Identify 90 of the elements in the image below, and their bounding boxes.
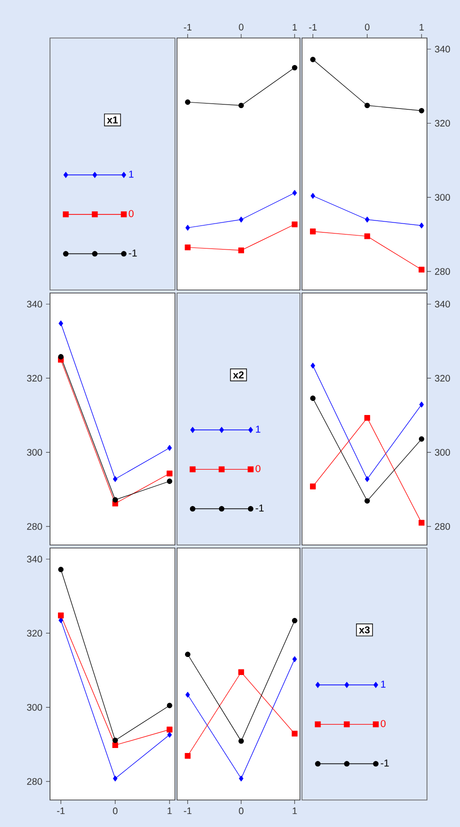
y-tick-label: 340: [434, 46, 450, 52]
x-tick-label: 0: [364, 24, 370, 30]
legend-label: -1: [256, 504, 264, 512]
legend-label: 1: [129, 170, 134, 178]
x-tick-label: -1: [184, 24, 192, 30]
x-tick-label: 1: [292, 808, 297, 814]
y-tick-label: 300: [434, 194, 450, 201]
point: [238, 776, 244, 782]
x-tick-label: -1: [57, 808, 65, 814]
legend-title: x3: [358, 626, 370, 634]
point: [364, 233, 370, 240]
legend-label: 0: [256, 465, 260, 472]
point: [310, 56, 316, 62]
legend-title: x2: [232, 371, 244, 378]
point: [58, 566, 64, 572]
point: [184, 244, 191, 250]
y-tick-label: 300: [434, 448, 450, 456]
point: [112, 476, 118, 482]
point: [184, 99, 190, 105]
y-tick-label: 340: [26, 556, 42, 562]
y-tick-label: 280: [27, 778, 42, 785]
point: [112, 738, 118, 744]
x-tick-label: 0: [112, 808, 118, 814]
point: [419, 222, 424, 228]
point: [292, 222, 298, 228]
x-tick-label: 1: [292, 24, 297, 30]
point: [364, 216, 370, 222]
legend-label: 0: [128, 210, 134, 218]
y-tick-label: 280: [27, 523, 42, 530]
point: [58, 320, 64, 326]
y-tick-label: 280: [434, 523, 450, 530]
y-tick-label: 340: [26, 300, 42, 308]
y-tick-label: 320: [434, 120, 450, 127]
point: [166, 726, 172, 732]
point: [238, 247, 244, 254]
y-tick-label: 300: [26, 704, 42, 711]
x-tick-label: 1: [420, 24, 424, 30]
point: [58, 612, 64, 618]
point: [310, 484, 316, 490]
point: [292, 190, 297, 196]
legend-title: x1: [107, 116, 118, 124]
legend-label: -1: [380, 760, 389, 766]
y-tick-label: 320: [434, 374, 450, 382]
point: [166, 702, 172, 708]
point: [310, 228, 316, 234]
point: [184, 652, 190, 658]
point: [238, 738, 244, 744]
point: [310, 192, 316, 199]
point: [238, 669, 244, 676]
point: [310, 362, 316, 369]
x-tick-label: -1: [184, 808, 192, 814]
x-tick-label: 1: [168, 808, 172, 814]
point: [418, 436, 424, 442]
y-tick-label: 320: [26, 374, 42, 382]
point: [364, 476, 370, 482]
legend-label: 1: [256, 426, 260, 433]
point: [292, 618, 298, 624]
point: [310, 396, 316, 401]
point: [419, 402, 424, 408]
y-tick-label: 340: [434, 300, 450, 308]
point: [418, 520, 424, 526]
point: [292, 730, 298, 737]
point: [238, 216, 244, 222]
point: [292, 64, 298, 70]
point: [58, 354, 64, 360]
legend-label: 1: [381, 680, 386, 688]
point: [112, 742, 118, 748]
point: [292, 656, 297, 662]
y-tick-label: 320: [26, 630, 42, 637]
y-tick-label: 300: [26, 448, 42, 456]
y-tick-label: 280: [434, 268, 450, 275]
point: [166, 478, 172, 484]
point: [112, 497, 118, 502]
point: [364, 414, 370, 421]
point: [364, 102, 370, 108]
point: [167, 445, 172, 451]
legend-label: -1: [128, 250, 137, 256]
point: [185, 224, 190, 231]
point: [364, 498, 370, 504]
point: [112, 776, 118, 782]
legend-label: 0: [380, 720, 386, 728]
x-tick-label: 0: [238, 808, 244, 814]
point: [185, 692, 190, 698]
point: [166, 470, 172, 476]
point: [238, 102, 244, 108]
x-tick-label: 0: [238, 24, 244, 30]
x-tick-label: -1: [309, 24, 317, 30]
point: [418, 108, 424, 114]
point: [184, 752, 191, 759]
point: [418, 266, 424, 273]
